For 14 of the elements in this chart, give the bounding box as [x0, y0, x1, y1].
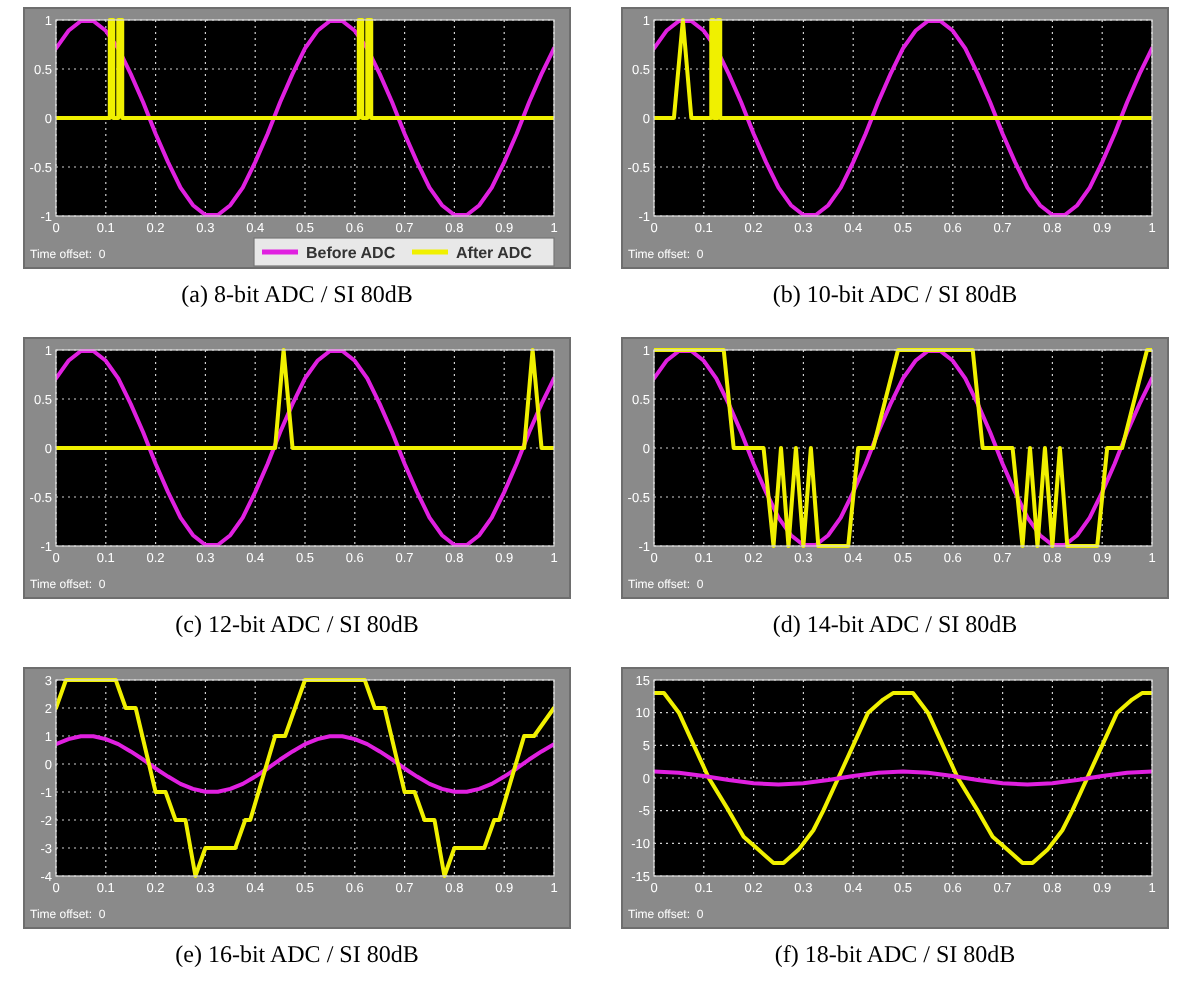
line-series [654, 691, 1152, 865]
line-series [56, 348, 554, 548]
line-series [654, 18, 1152, 218]
text: (b) 10-bit ADC / SI 80dB [772, 280, 1018, 308]
line-series [654, 769, 1152, 787]
legend-label: After ADC [456, 244, 533, 262]
line-series [56, 678, 554, 878]
text: (a) 8-bit ADC / SI 80dB [181, 280, 413, 308]
legend-label: Before ADC [306, 244, 396, 262]
text: (c) 12-bit ADC / SI 80dB [175, 610, 419, 638]
text: (e) 16-bit ADC / SI 80dB [175, 940, 419, 968]
line-series [56, 734, 554, 794]
text: (d) 14-bit ADC / SI 80dB [772, 610, 1018, 638]
text: (f) 18-bit ADC / SI 80dB [774, 940, 1016, 968]
